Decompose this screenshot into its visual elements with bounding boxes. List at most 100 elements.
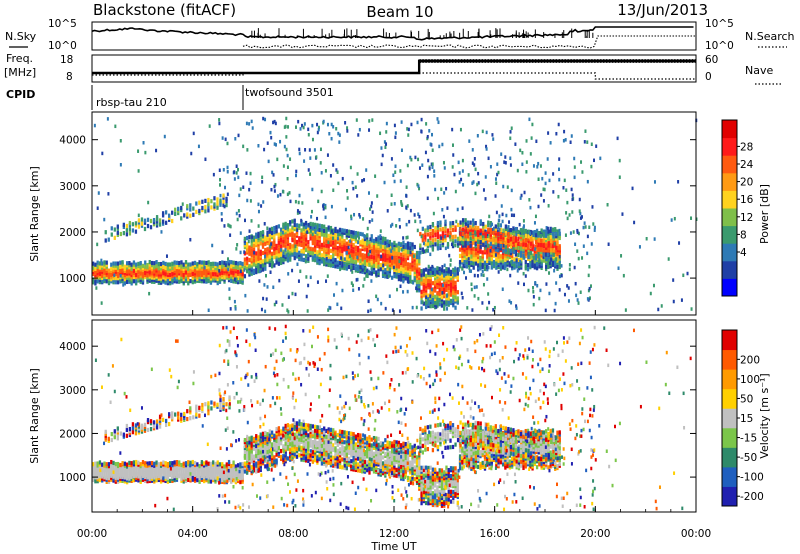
heat-cell (516, 269, 519, 273)
heat-cell (291, 225, 294, 230)
heat-cell (440, 295, 444, 300)
heat-cell (304, 148, 307, 152)
heat-cell (234, 273, 237, 278)
heat-cell (304, 254, 308, 259)
heat-cell (519, 230, 523, 235)
heat-cell (443, 281, 446, 286)
heat-cell (497, 236, 500, 241)
heat-cell (361, 179, 364, 183)
heat-cell (447, 286, 450, 291)
freq-right-tick-high: 60 (705, 54, 718, 66)
heat-cell (137, 261, 140, 266)
heat-cell (492, 226, 496, 231)
heat-cell (227, 223, 230, 227)
heat-cell (391, 222, 394, 227)
heat-cell (291, 268, 294, 273)
heat-cell (224, 263, 227, 267)
heat-cell (366, 268, 369, 273)
heat-cell (466, 227, 470, 232)
heat-cell (477, 171, 480, 176)
heat-cell (298, 147, 301, 152)
heat-cell (427, 268, 430, 273)
heat-cell (443, 234, 446, 239)
colorbar-swatch (722, 137, 737, 156)
heat-cell (311, 255, 315, 260)
heat-cell (535, 139, 538, 144)
heat-cell (119, 162, 122, 167)
heat-cell (345, 229, 348, 234)
heat-cell (528, 198, 531, 202)
heat-cell (259, 237, 262, 242)
heat-cell (370, 238, 373, 243)
heat-cell (236, 261, 240, 266)
heat-cell (330, 204, 333, 209)
heat-cell (464, 227, 467, 232)
heat-cell (222, 168, 225, 172)
heat-cell (428, 129, 431, 133)
heat-cell (296, 209, 299, 213)
heat-cell (228, 224, 231, 228)
heat-cell (477, 263, 480, 268)
heat-cell (381, 244, 385, 249)
heat-cell (620, 254, 623, 258)
heat-cell (571, 210, 574, 214)
heat-cell (517, 236, 520, 241)
heat-cell (440, 236, 443, 240)
freq-panel-frame (91, 54, 697, 83)
heat-cell (545, 229, 548, 234)
heat-cell (248, 440, 251, 445)
heat-cell (499, 239, 502, 244)
heat-cell (509, 241, 513, 247)
heat-cell (502, 249, 505, 254)
heat-cell (222, 193, 225, 198)
heat-cell (466, 232, 470, 237)
heat-cell (149, 218, 153, 224)
heat-cell (479, 240, 482, 245)
heat-cell (388, 243, 391, 248)
heat-cell (150, 472, 154, 477)
heat-cell (566, 284, 569, 288)
heat-cell (319, 147, 322, 152)
heat-cell (426, 174, 429, 179)
heat-cell (429, 231, 432, 237)
heat-cell (268, 237, 271, 243)
heat-cell (125, 261, 129, 266)
heat-cell (573, 265, 576, 270)
heat-cell (155, 260, 158, 265)
heat-cell (441, 233, 445, 239)
heat-cell (427, 293, 430, 298)
heat-cell (142, 141, 145, 145)
heat-cell (273, 189, 276, 193)
heat-cell (558, 177, 561, 182)
heat-cell (542, 252, 545, 257)
heat-cell (504, 245, 508, 250)
colorbar-swatch (722, 155, 737, 174)
heat-cell (443, 191, 446, 195)
heat-cell (462, 264, 465, 268)
heat-cell (469, 229, 472, 235)
heat-cell (464, 218, 467, 223)
heat-cell (369, 308, 372, 313)
heat-cell (383, 180, 386, 185)
heat-cell (537, 161, 540, 166)
heat-cell (149, 225, 153, 230)
heat-cell (112, 466, 115, 471)
heat-cell (518, 222, 521, 227)
heat-cell (150, 460, 154, 466)
heat-cell (528, 231, 531, 235)
heat-cell (175, 465, 179, 471)
heat-cell (441, 240, 445, 245)
heat-cell (327, 254, 330, 259)
heat-cell (343, 257, 346, 261)
heat-cell (424, 150, 427, 155)
heat-cell (428, 166, 431, 171)
heat-cell (264, 309, 267, 314)
heat-cell (341, 263, 344, 268)
heat-cell (438, 266, 441, 272)
heat-cell (270, 187, 273, 192)
heat-cell (243, 261, 247, 266)
date-title: 13/Jun/2013 (617, 1, 708, 19)
heat-cell (544, 308, 547, 313)
heat-cell (205, 460, 208, 465)
heat-cell (504, 226, 508, 231)
